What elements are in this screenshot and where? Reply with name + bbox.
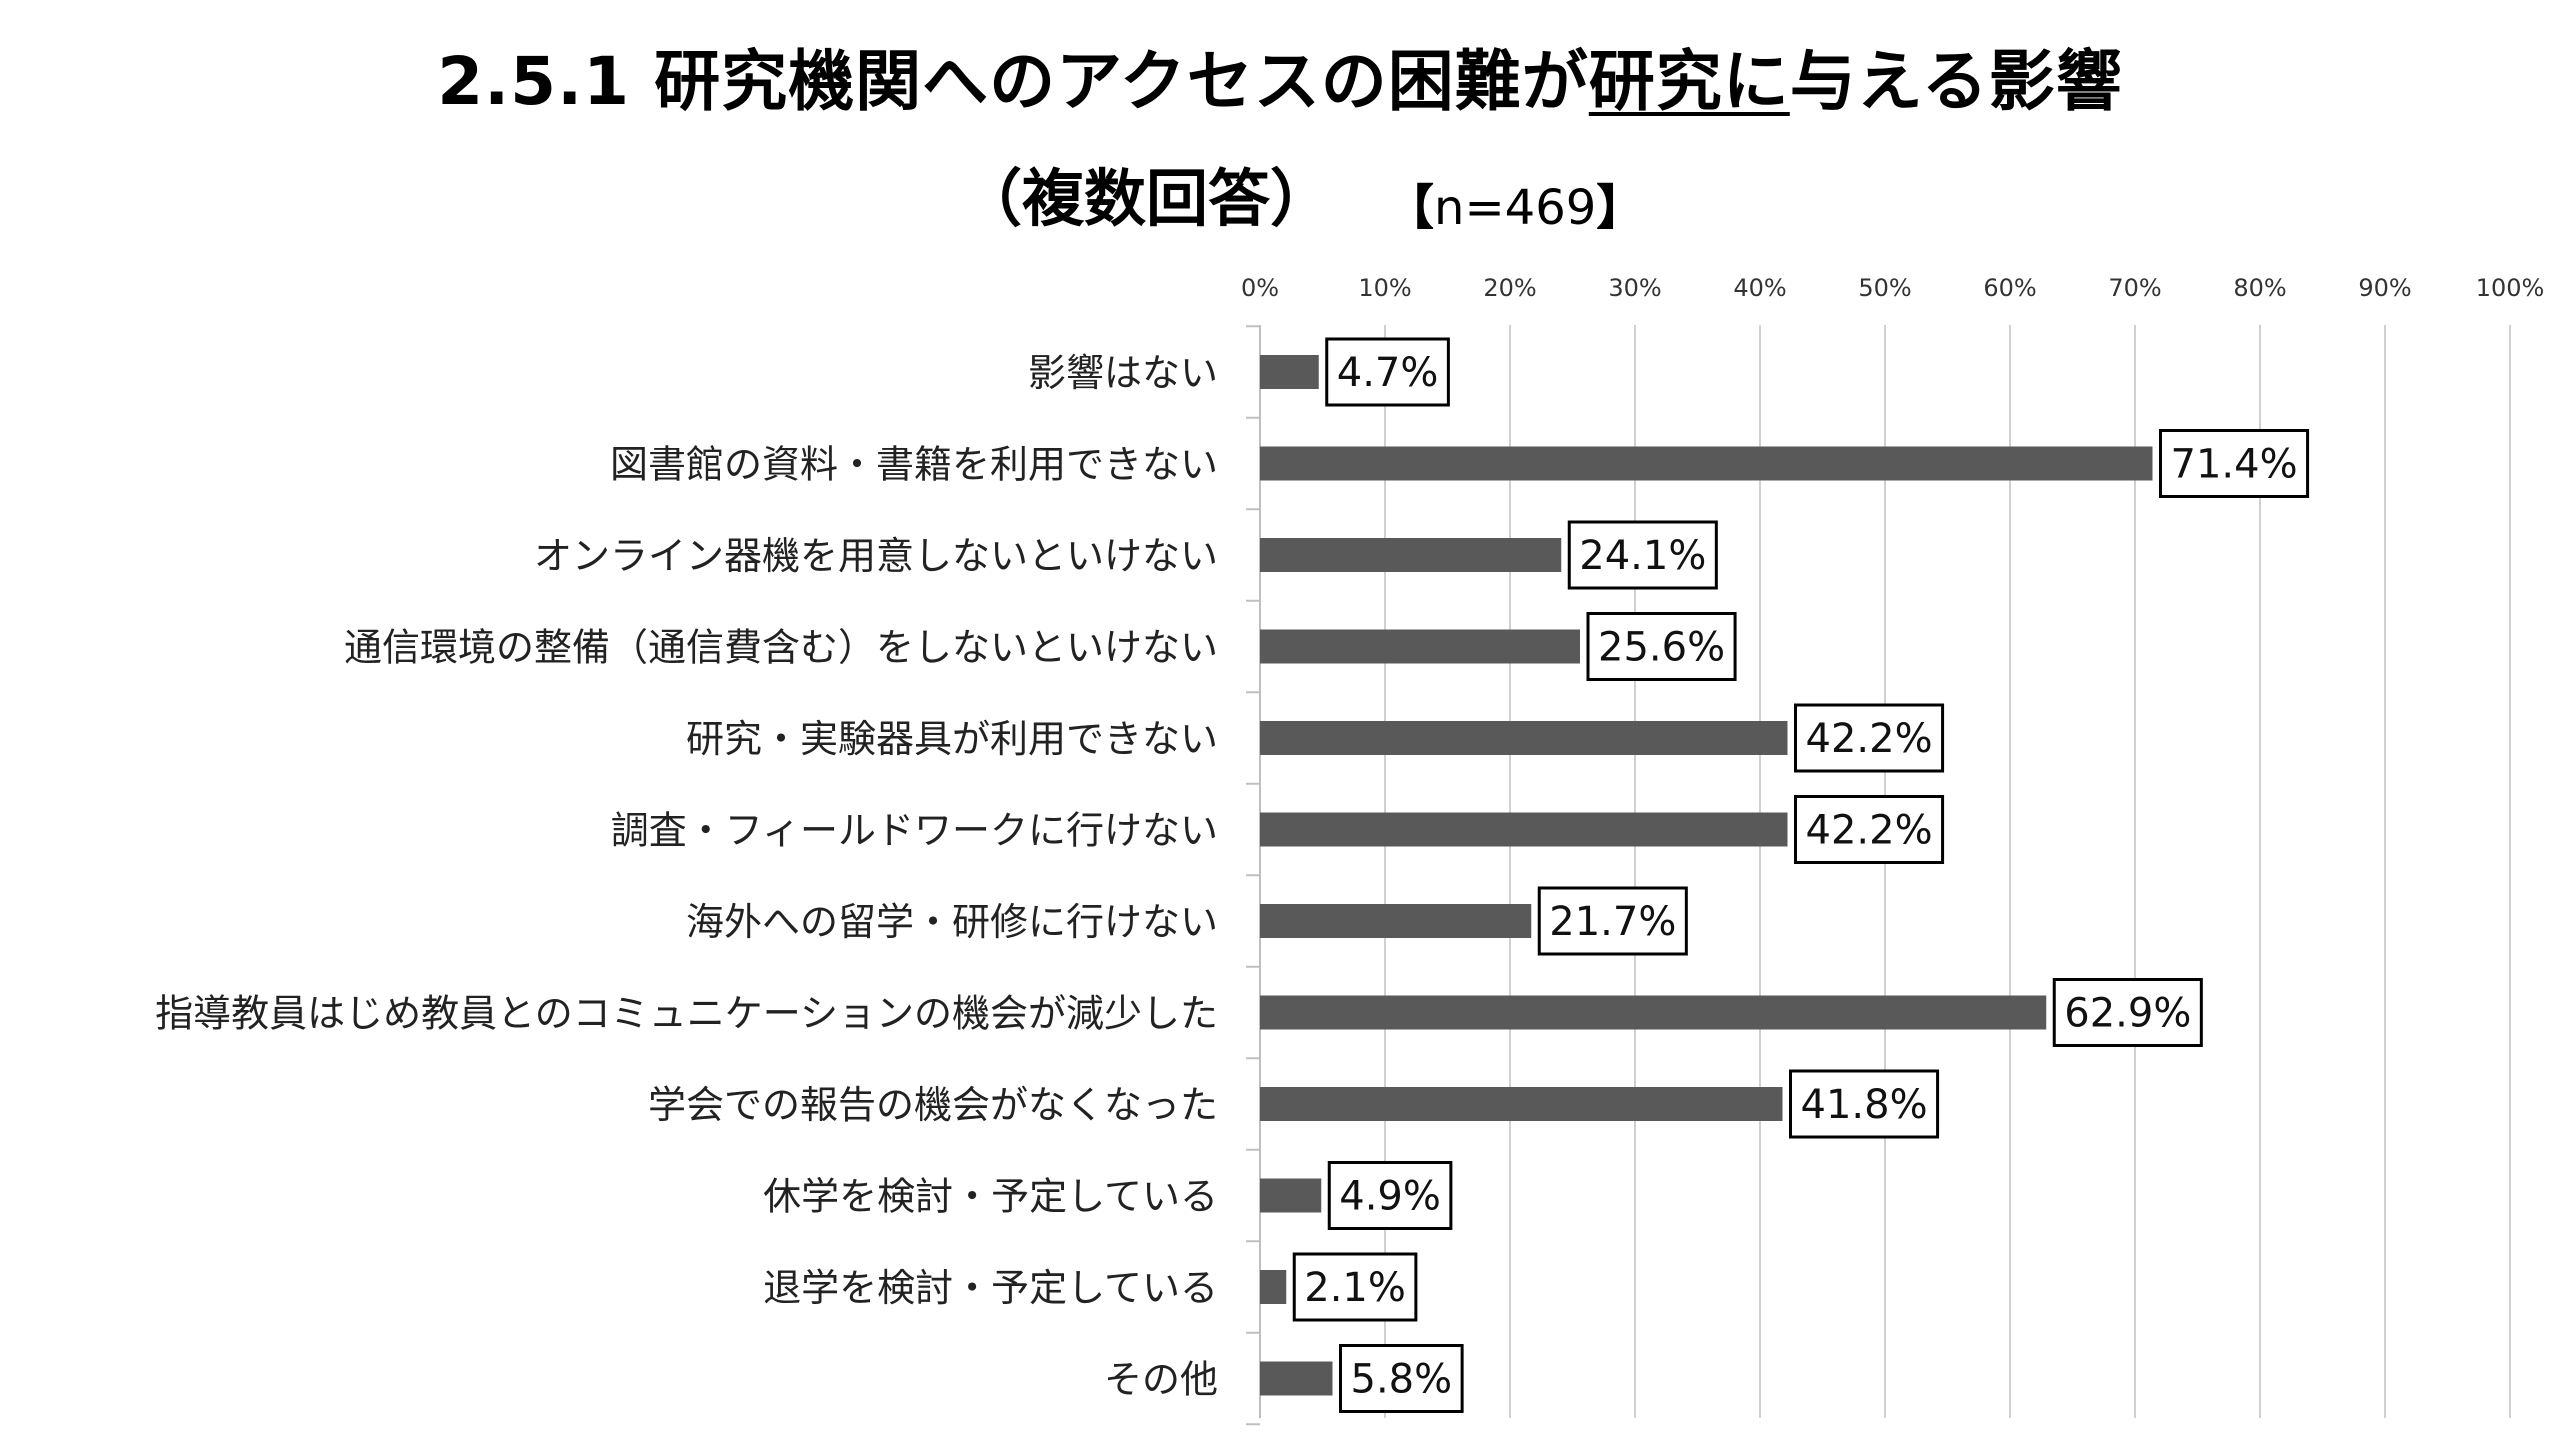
- x-tick-label: 60%: [1983, 274, 2036, 302]
- bar: [1260, 812, 1788, 847]
- x-tick-label: 80%: [2233, 274, 2286, 302]
- x-tick-label: 30%: [1608, 274, 1661, 302]
- data-label-box: [1794, 703, 1945, 773]
- bar: [1260, 904, 1532, 938]
- data-label-box: [1586, 612, 1737, 681]
- sample-size-label: 【n=469】: [1386, 168, 1644, 238]
- category-label: 研究・実験器具が利用できない: [686, 717, 1218, 761]
- x-tick-label: 70%: [2108, 274, 2161, 302]
- bar: [1260, 629, 1580, 664]
- bar: [1260, 538, 1562, 572]
- data-label: 42.2%: [1806, 808, 1933, 854]
- x-tick-label: 100%: [2476, 274, 2545, 302]
- data-label: 25.6%: [1598, 625, 1725, 671]
- category-label: 学会での報告の機会がなくなった: [648, 1083, 1218, 1127]
- category-label: 図書館の資料・書籍を利用できない: [610, 443, 1218, 487]
- data-label: 5.8%: [1351, 1357, 1453, 1403]
- category-label: 通信環境の整備（通信費含む）をしないといけない: [344, 626, 1218, 670]
- bar: [1260, 1361, 1333, 1396]
- x-tick-label: 90%: [2358, 274, 2411, 302]
- bar: [1260, 721, 1788, 755]
- data-label-group: 5.8%: [1339, 1344, 1464, 1413]
- data-label-box: [1339, 1344, 1464, 1413]
- data-label: 62.9%: [2064, 991, 2191, 1037]
- data-label-group: 62.9%: [2052, 978, 2203, 1047]
- data-label-group: 4.9%: [1327, 1161, 1453, 1230]
- category-label: 影響はない: [1028, 351, 1218, 395]
- data-label-box: [2052, 978, 2203, 1047]
- x-tick-label: 50%: [1858, 274, 1911, 302]
- data-label-box: [1794, 795, 1945, 864]
- category-label: オンライン器機を用意しないといけない: [534, 534, 1218, 578]
- data-label: 24.1%: [1579, 533, 1706, 579]
- bar: [1260, 446, 2153, 481]
- title-middle: 与: [1789, 43, 1857, 120]
- data-label-group: 24.1%: [1567, 520, 1718, 590]
- data-label: 4.9%: [1339, 1174, 1441, 1220]
- sample-size-open-bracket: 【: [1386, 180, 1435, 236]
- data-label-group: 42.2%: [1794, 703, 1945, 773]
- data-label-box: [1292, 1252, 1418, 1322]
- x-tick-label: 0%: [1241, 274, 1279, 302]
- sample-size-text: n=469: [1434, 180, 1597, 236]
- title-suffix: える影響: [1856, 43, 2123, 120]
- data-label-group: 25.6%: [1586, 612, 1737, 681]
- data-label-group: 42.2%: [1794, 795, 1945, 864]
- data-label-group: 4.7%: [1325, 337, 1450, 407]
- category-label: 指導教員はじめ教員とのコミュニケーションの機会が減少した: [155, 992, 1218, 1036]
- data-label-box: [2159, 429, 2310, 498]
- data-label-box: [1327, 1161, 1453, 1230]
- x-tick-label: 20%: [1483, 274, 1536, 302]
- title-prefix: 2.5.1 研究機関へのアクセスの困難が: [437, 43, 1589, 120]
- bar: [1260, 1087, 1783, 1121]
- data-label-group: 2.1%: [1292, 1252, 1418, 1322]
- data-label-box: [1325, 337, 1450, 407]
- data-label-group: 41.8%: [1789, 1069, 1940, 1139]
- data-label-box: [1789, 1069, 1940, 1139]
- chart-subtitle: （複数回答）: [960, 162, 1333, 235]
- sample-size-close-bracket: 】: [1596, 180, 1645, 236]
- bar: [1260, 1178, 1322, 1213]
- data-label: 71.4%: [2171, 442, 2298, 488]
- data-label: 4.7%: [1337, 350, 1439, 396]
- category-label: 海外への留学・研修に行けない: [686, 900, 1218, 944]
- data-label: 2.1%: [1304, 1265, 1406, 1311]
- data-label-group: 71.4%: [2159, 429, 2310, 498]
- data-label: 41.8%: [1801, 1082, 1928, 1128]
- category-label: 休学を検討・予定している: [763, 1175, 1218, 1219]
- category-label: 調査・フィールドワークに行けない: [611, 809, 1218, 853]
- data-label-group: 21.7%: [1537, 886, 1688, 956]
- bar: [1260, 995, 2047, 1030]
- data-label-box: [1537, 886, 1688, 956]
- data-label: 42.2%: [1806, 716, 1933, 762]
- x-tick-label: 40%: [1733, 274, 1786, 302]
- bar: [1260, 1270, 1287, 1304]
- x-tick-label: 10%: [1358, 274, 1411, 302]
- data-label-box: [1567, 520, 1718, 590]
- title-underlined-text: 研究に: [1588, 43, 1790, 120]
- bar: [1260, 355, 1319, 389]
- data-label: 21.7%: [1549, 899, 1676, 945]
- chart-title: 2.5.1 研究機関へのアクセスの困難が研究に与える影響: [0, 28, 2560, 124]
- category-label: 退学を検討・予定している: [763, 1266, 1218, 1310]
- category-label: その他: [1104, 1358, 1218, 1402]
